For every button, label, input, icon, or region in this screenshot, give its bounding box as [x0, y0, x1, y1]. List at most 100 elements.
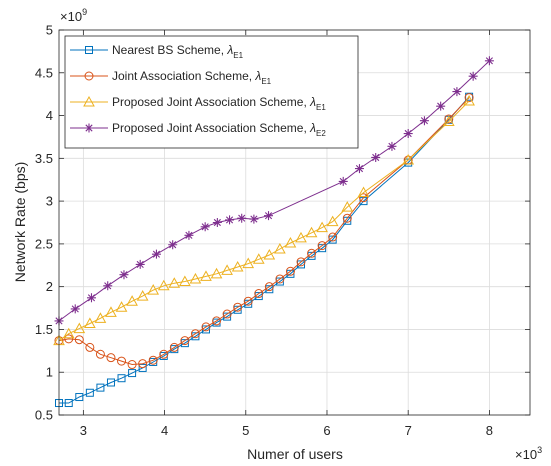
- y-tick-label: 3: [46, 194, 53, 209]
- data-point: [74, 335, 84, 345]
- data-point: [242, 257, 255, 269]
- data-point: [117, 356, 127, 366]
- data-point: [484, 56, 494, 66]
- y-tick-label: 2: [46, 279, 53, 294]
- data-point: [444, 114, 454, 124]
- x-exponent-base: ×10: [515, 447, 537, 462]
- data-point: [403, 129, 413, 139]
- data-point: [341, 201, 354, 212]
- data-point: [148, 355, 158, 365]
- data-point: [263, 248, 276, 260]
- data-point: [275, 274, 285, 284]
- legend-label-lambda: λ: [309, 95, 316, 109]
- x-tick-label: 8: [486, 423, 493, 438]
- data-point: [135, 259, 145, 269]
- series-3: [53, 94, 475, 346]
- data-point: [254, 289, 264, 299]
- y-exponent-power: 9: [82, 7, 87, 17]
- data-point: [64, 399, 73, 408]
- legend-label-prefix: Proposed Joint Association Scheme,: [112, 95, 310, 109]
- data-point: [307, 248, 317, 258]
- data-point: [452, 87, 462, 97]
- data-point: [342, 213, 352, 223]
- legend-label-subscript: E1: [261, 77, 271, 86]
- data-point: [387, 141, 397, 151]
- data-point: [357, 186, 370, 198]
- y-tick-label: 4: [46, 108, 53, 123]
- data-point: [264, 282, 274, 292]
- legend-label: Proposed Joint Association Scheme, λE1: [112, 95, 326, 112]
- data-point: [359, 193, 369, 203]
- x-tick-label: 6: [323, 423, 330, 438]
- data-point: [200, 222, 210, 232]
- axis-ticks: 3 4 5 6 7 8 0.5 1 1.5 2 2.5 3 3.5 4 4.5 5: [35, 23, 530, 438]
- legend-marker-swatch: [84, 71, 94, 81]
- data-point: [326, 215, 339, 227]
- data-point: [468, 71, 478, 81]
- data-point: [70, 304, 80, 314]
- legend-box: [64, 35, 359, 149]
- data-point: [212, 218, 222, 227]
- data-point: [73, 322, 86, 334]
- y-tick-label: 3.5: [35, 151, 53, 166]
- y-tick-label: 5: [46, 23, 53, 38]
- legend-label-prefix: Joint Association Scheme,: [112, 69, 255, 83]
- data-point: [168, 240, 178, 250]
- data-point: [189, 272, 202, 284]
- legend-entry: Joint Association Scheme, λE1: [70, 69, 272, 86]
- legend-marker-swatch: [85, 46, 93, 54]
- data-point: [463, 94, 475, 106]
- legend-label-lambda: λ: [309, 121, 316, 135]
- data-point: [231, 260, 244, 272]
- data-point: [264, 211, 274, 221]
- legend-marker-swatch: [83, 95, 95, 107]
- data-point: [442, 115, 455, 127]
- data-point: [402, 154, 415, 165]
- data-point: [95, 349, 105, 359]
- legend-entry: Proposed Joint Association Scheme, λE2: [70, 121, 326, 138]
- data-point: [106, 378, 115, 387]
- data-point: [138, 363, 147, 372]
- data-point: [85, 342, 95, 352]
- legend-label-prefix: Nearest BS Scheme,: [112, 43, 227, 57]
- legend-label-subscript: E1: [316, 103, 326, 112]
- y-tick-label: 1: [46, 365, 53, 380]
- series-line: [58, 97, 470, 366]
- data-point: [243, 296, 253, 306]
- data-point: [151, 249, 161, 259]
- data-point: [285, 266, 295, 276]
- data-point: [354, 164, 364, 174]
- data-point: [249, 214, 259, 224]
- legend-label: Nearest BS Scheme, λE1: [112, 43, 244, 60]
- x-exponent-label: ×103: [515, 445, 542, 462]
- data-point: [305, 226, 318, 238]
- data-point: [126, 295, 138, 306]
- data-point: [147, 284, 160, 295]
- data-point: [157, 279, 170, 291]
- data-point: [190, 329, 200, 339]
- legend: Nearest BS Scheme, λE1 Joint Association…: [64, 35, 359, 149]
- data-point: [225, 215, 235, 225]
- y-tick-label: 1.5: [35, 322, 53, 337]
- data-point: [201, 322, 211, 332]
- data-point: [96, 383, 105, 392]
- data-point: [117, 374, 126, 383]
- data-point: [64, 334, 74, 344]
- data-point: [86, 293, 96, 303]
- plot-frame: [58, 29, 531, 416]
- data-point: [103, 281, 113, 291]
- data-point: [94, 312, 107, 323]
- x-tick-label: 3: [80, 423, 87, 438]
- data-point: [328, 232, 338, 242]
- legend-marker-swatch: [84, 123, 94, 133]
- data-point: [284, 237, 297, 248]
- data-point: [62, 327, 75, 339]
- data-point: [296, 257, 306, 267]
- data-point: [252, 253, 265, 264]
- legend-label-lambda: λ: [254, 69, 261, 83]
- data-point: [317, 241, 327, 251]
- data-point: [233, 302, 243, 312]
- legend-label: Joint Association Scheme, λE1: [112, 69, 272, 86]
- data-point: [136, 290, 149, 301]
